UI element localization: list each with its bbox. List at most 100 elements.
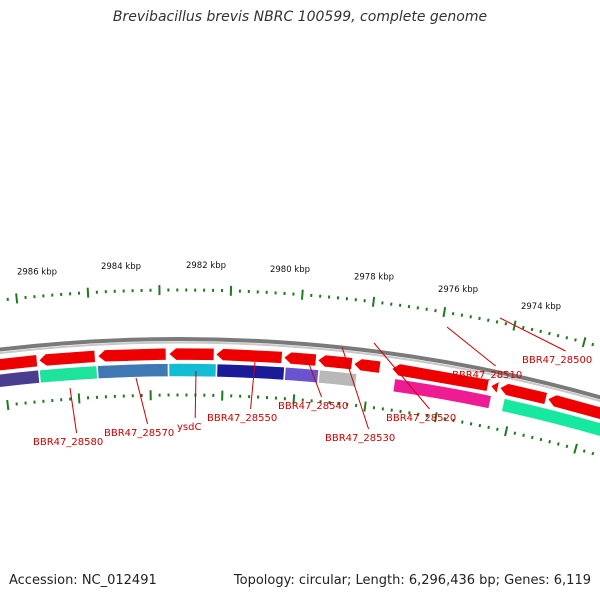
backbone-inner — [0, 341, 600, 403]
minor-tick — [591, 342, 595, 347]
major-tick — [15, 293, 19, 304]
gene-label: BBR47_28500 — [522, 355, 592, 366]
minor-tick — [539, 329, 543, 334]
label-leader-line — [305, 355, 323, 398]
gene-arrow — [215, 348, 283, 364]
gene-arrow — [547, 394, 600, 420]
gene-arrow — [499, 383, 548, 405]
feature-block — [168, 363, 217, 378]
gene-arrow — [0, 354, 38, 372]
inner-minor-tick — [530, 435, 534, 440]
feature-block — [284, 366, 319, 384]
feature-block — [318, 369, 358, 388]
minor-tick — [521, 325, 525, 330]
feature-block — [216, 363, 285, 381]
minor-tick — [469, 315, 472, 319]
major-tick — [86, 287, 90, 298]
minor-tick — [478, 316, 481, 321]
feature-block — [501, 398, 600, 437]
kbp-tick-label: 2976 kbp — [438, 285, 478, 295]
feature-block — [392, 378, 492, 409]
major-tick — [581, 337, 587, 348]
kbp-tick-label: 2978 kbp — [354, 273, 394, 283]
inner-major-tick — [77, 393, 81, 404]
inner-minor-tick — [469, 422, 473, 426]
feature-block — [39, 365, 98, 384]
gene-label: BBR47_28510 — [452, 370, 522, 381]
gene-label: BBR47_28530 — [325, 433, 395, 444]
map-title: Brevibacillus brevis NBRC 100599, comple… — [112, 9, 488, 25]
gene-arrow — [490, 381, 500, 395]
label-leader-line — [341, 346, 370, 430]
inner-minor-tick — [522, 433, 525, 437]
inner-minor-tick — [452, 418, 455, 423]
minor-tick — [504, 322, 508, 326]
gene-label: BBR47_28550 — [207, 413, 277, 424]
minor-tick — [495, 320, 499, 324]
genome-backbone — [0, 337, 600, 403]
inner-minor-tick — [565, 444, 569, 449]
inner-minor-tick — [461, 420, 464, 424]
gene-label: BBR47_28580 — [33, 437, 103, 448]
inner-major-tick — [504, 426, 509, 437]
inner-minor-tick — [556, 442, 560, 446]
inner-major-tick — [6, 399, 10, 411]
gene-arrow — [353, 358, 382, 374]
inner-major-tick — [434, 412, 438, 423]
label-leader-line — [446, 326, 496, 367]
label-leader-line — [250, 361, 256, 410]
major-tick — [300, 289, 304, 300]
kbp-tick-label: 2984 kbp — [101, 262, 141, 272]
inner-minor-tick — [548, 440, 551, 444]
gene-arrow — [391, 363, 490, 392]
kbp-tick-label: 2986 kbp — [17, 267, 57, 277]
backbone-outer — [0, 337, 600, 400]
kbp-tick-label: 2982 kbp — [186, 261, 226, 271]
kbp-tick-label: 2980 kbp — [270, 265, 310, 275]
gene-label: BBR47_28540 — [278, 401, 348, 412]
gene-arrow — [38, 350, 96, 367]
inner-minor-tick — [539, 437, 543, 442]
major-tick — [371, 296, 376, 307]
gene-arrow — [97, 347, 167, 363]
feature-block — [0, 369, 40, 388]
gene-label: BBR47_28520 — [386, 413, 456, 424]
label-leader-line — [69, 387, 78, 434]
gene-labels: BBR47_28580BBR47_28570ysdCBBR47_28550BBR… — [33, 317, 592, 448]
gene-arrow — [283, 351, 317, 367]
inner-minor-tick — [478, 423, 482, 428]
minor-tick — [451, 311, 455, 316]
major-tick — [442, 307, 447, 318]
gene-label: BBR47_28570 — [104, 428, 174, 439]
gene-features — [0, 347, 600, 437]
inner-major-tick — [292, 394, 296, 405]
inner-major-tick — [573, 443, 578, 454]
label-leader-line — [373, 342, 430, 410]
inner-minor-tick — [487, 425, 490, 430]
label-leader-line — [499, 317, 566, 352]
kbp-tick-label: 2974 kbp — [521, 302, 561, 312]
inner-minor-tick — [513, 431, 517, 435]
feature-block — [97, 363, 169, 380]
inner-minor-tick — [582, 449, 586, 453]
gene-arrow — [168, 347, 215, 361]
gene-arrow — [317, 354, 354, 371]
inner-minor-tick — [591, 451, 595, 456]
minor-tick — [565, 336, 569, 340]
gene-label: ysdC — [177, 422, 201, 433]
label-leader-line — [194, 370, 197, 419]
inner-minor-tick — [443, 417, 446, 421]
minor-tick — [530, 327, 534, 332]
inner-minor-tick — [496, 427, 499, 431]
kbp-ticks: 2986 kbp 2984 kbp 2982 kbp 2980 kbp 2978 kbp… — [0, 261, 595, 456]
minor-tick — [556, 333, 560, 338]
minor-tick — [487, 318, 490, 322]
minor-tick — [574, 338, 577, 342]
topology-summary: Topology: circular; Length: 6,296,436 bp… — [233, 573, 591, 588]
accession-text: Accession: NC_012491 — [9, 573, 157, 588]
minor-tick — [460, 313, 464, 317]
minor-tick — [548, 331, 551, 336]
inner-major-tick — [363, 401, 367, 412]
label-leader-line — [135, 377, 149, 425]
